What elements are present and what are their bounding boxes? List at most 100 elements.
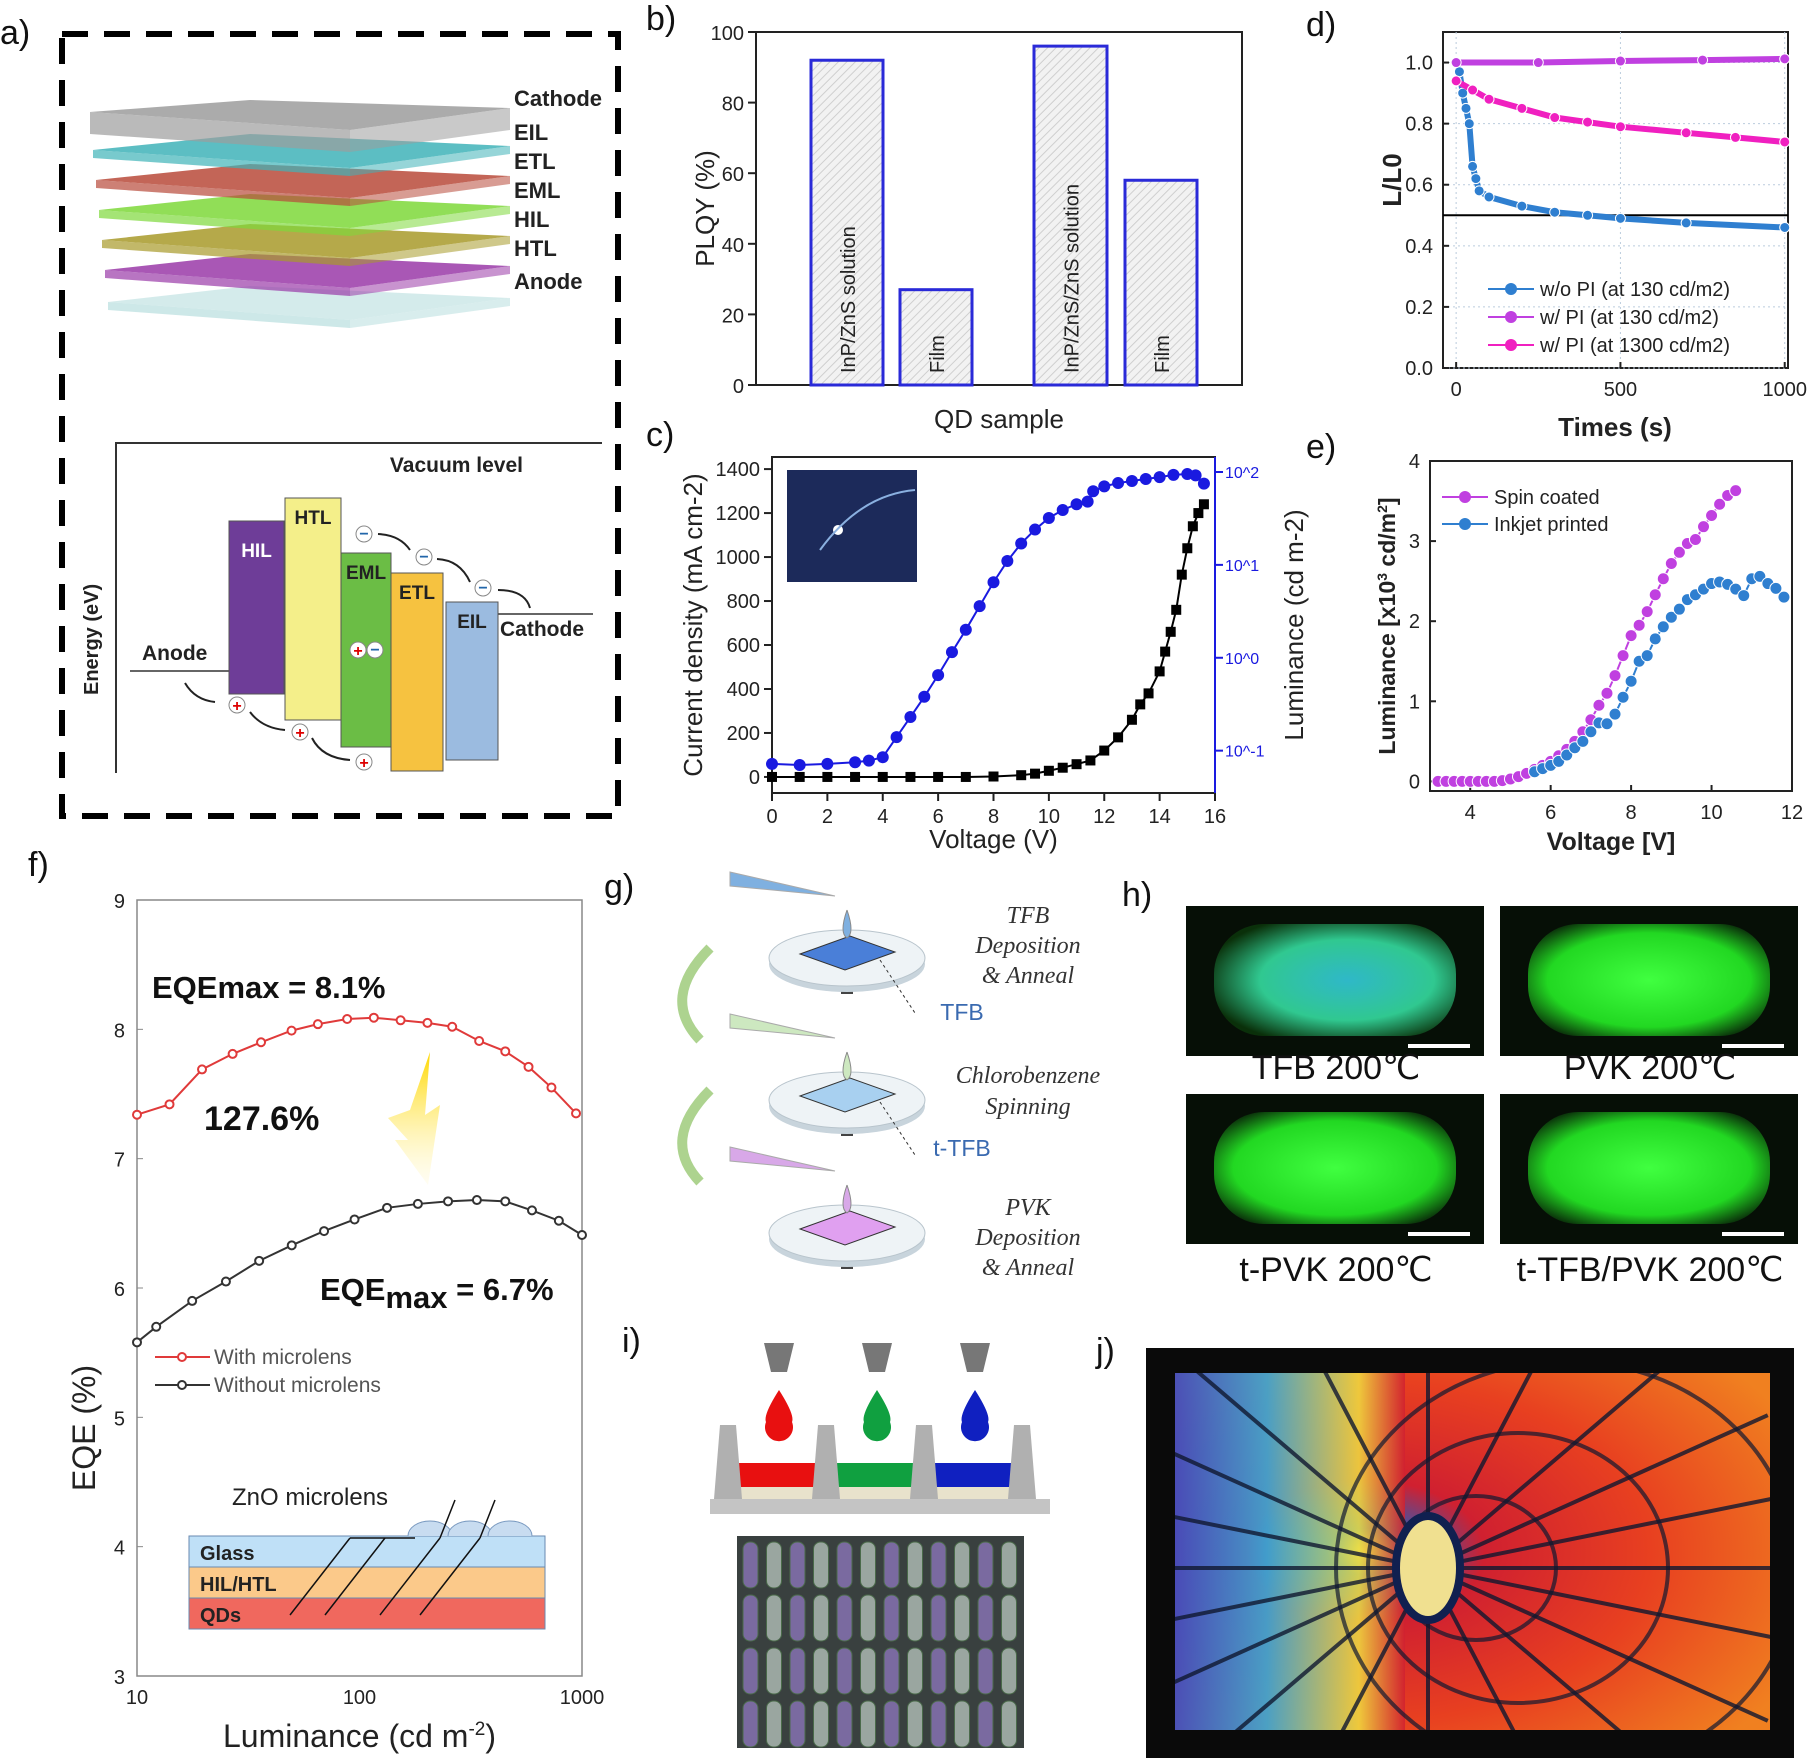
energy-axis bbox=[115, 442, 602, 773]
panel-h-el-images: TFB 200℃ PVK 200℃ t-PVK 200℃ t-TFB/PVK 200℃ bbox=[1186, 906, 1798, 1289]
plot-frame bbox=[1442, 31, 1789, 369]
micrograph-pixel bbox=[1001, 1647, 1017, 1695]
data-point bbox=[1113, 732, 1124, 743]
data-point bbox=[254, 1255, 265, 1266]
step-text: Spinning bbox=[985, 1094, 1070, 1120]
data-point bbox=[1483, 191, 1495, 203]
data-point bbox=[1664, 610, 1678, 624]
data-point bbox=[1187, 521, 1198, 532]
electron-icon bbox=[474, 579, 492, 597]
step-text: & Anneal bbox=[982, 963, 1075, 989]
cathode-label: Cathode bbox=[500, 618, 584, 641]
hole-sign: + bbox=[359, 755, 368, 772]
y-tick-label: 400 bbox=[727, 679, 760, 701]
data-point bbox=[1600, 717, 1614, 731]
hole-icon bbox=[228, 696, 246, 714]
hole-icon bbox=[349, 641, 367, 659]
y-tick-label: 6 bbox=[114, 1279, 125, 1301]
series-line-1 bbox=[136, 1199, 583, 1344]
stained-glass-rosette bbox=[1392, 1512, 1464, 1624]
plot-frame bbox=[1429, 460, 1793, 792]
data-point bbox=[960, 771, 971, 782]
inset-layer-2 bbox=[188, 1597, 546, 1630]
data-point bbox=[1189, 469, 1202, 482]
leading-line bbox=[1196, 1373, 1430, 1570]
y-right-axis-title: Luminance (cd m-2) bbox=[1279, 509, 1309, 740]
substrate bbox=[710, 1499, 1050, 1514]
y-tick-label: 1 bbox=[1409, 691, 1420, 713]
y-axis-title: Luminance [x103 cd/m2] bbox=[1374, 497, 1400, 754]
band-label-eml: EML bbox=[346, 563, 387, 584]
nozzle-icon bbox=[862, 1343, 892, 1372]
leading-ring bbox=[1334, 1373, 1770, 1730]
micrograph-pixel bbox=[954, 1700, 970, 1748]
data-point bbox=[1549, 112, 1561, 124]
panel-labels: a) b) c) d) e) f) g) h) i) j) bbox=[0, 0, 1336, 1370]
data-point bbox=[1176, 569, 1187, 580]
stack-label-etl: ETL bbox=[514, 149, 556, 174]
data-point bbox=[1098, 480, 1111, 493]
data-point bbox=[1697, 520, 1711, 534]
y-tick-label: 0 bbox=[749, 767, 760, 789]
charge-carriers: + + + + − − − − bbox=[184, 525, 531, 772]
data-point bbox=[849, 756, 862, 769]
data-point bbox=[1779, 136, 1791, 148]
data-point bbox=[1614, 212, 1626, 224]
data-point bbox=[1015, 537, 1028, 550]
layer-top-3 bbox=[99, 194, 510, 228]
micrograph-pixel bbox=[977, 1647, 994, 1695]
data-point bbox=[1099, 745, 1110, 756]
el-image-label: t-PVK 200℃ bbox=[1239, 1251, 1432, 1289]
data-point bbox=[1042, 511, 1055, 524]
y-tick-label: 7 bbox=[114, 1150, 125, 1172]
x-tick-label: 0 bbox=[1451, 379, 1462, 401]
layer-front-3 bbox=[99, 210, 350, 236]
micrograph-pixel bbox=[1001, 1700, 1017, 1748]
series-line-2 bbox=[1454, 78, 1785, 145]
process-arrow bbox=[677, 1086, 714, 1186]
data-point bbox=[1143, 688, 1154, 699]
data-point bbox=[933, 771, 944, 782]
data-point bbox=[1457, 87, 1469, 99]
y-tick-label: 1000 bbox=[716, 547, 761, 569]
inset-photo-reflection bbox=[819, 489, 916, 551]
micrograph bbox=[737, 1536, 1024, 1748]
y-tick-label: 3 bbox=[114, 1667, 125, 1689]
data-point bbox=[905, 771, 916, 782]
droplet-icon bbox=[842, 1051, 852, 1081]
panel-j-display-photo bbox=[1146, 1348, 1794, 1758]
data-point bbox=[1153, 471, 1166, 484]
droplet-icon bbox=[842, 1184, 852, 1214]
layer-side-3 bbox=[350, 206, 510, 236]
y-axis-title: L/L0 bbox=[1377, 153, 1407, 206]
energy-diagram: Vacuum level Energy (eV) Anode Cathode H… bbox=[81, 442, 602, 773]
data-point bbox=[1154, 666, 1165, 677]
data-point bbox=[349, 1214, 360, 1225]
x-axis-title: Voltage (V) bbox=[929, 824, 1058, 854]
micrograph-pixel bbox=[813, 1647, 829, 1695]
micrograph-pixel bbox=[860, 1647, 876, 1695]
micrograph-pixel bbox=[813, 1541, 829, 1589]
light-ray-arrow bbox=[419, 1537, 481, 1616]
electron-sign: − bbox=[370, 642, 379, 659]
data-point bbox=[1473, 185, 1485, 197]
y-tick-label: 800 bbox=[727, 591, 760, 613]
x-tick-label: 1000 bbox=[1762, 379, 1807, 401]
data-point bbox=[904, 711, 917, 724]
panel-label-i: i) bbox=[622, 1322, 641, 1360]
micrograph-pixel bbox=[1001, 1541, 1017, 1589]
data-point bbox=[1139, 473, 1152, 486]
layer-top-4 bbox=[102, 224, 510, 258]
energy-axis-label: Energy (eV) bbox=[81, 584, 103, 695]
micrograph-pixel bbox=[742, 1700, 759, 1748]
data-point bbox=[1467, 160, 1479, 172]
ink-droplet bbox=[961, 1390, 989, 1442]
bar-3 bbox=[1123, 178, 1199, 387]
data-point bbox=[523, 1061, 534, 1072]
stack-label-hil: HIL bbox=[514, 207, 549, 232]
electron-sign: − bbox=[359, 526, 368, 543]
data-point bbox=[577, 1229, 587, 1240]
data-point bbox=[862, 754, 875, 767]
